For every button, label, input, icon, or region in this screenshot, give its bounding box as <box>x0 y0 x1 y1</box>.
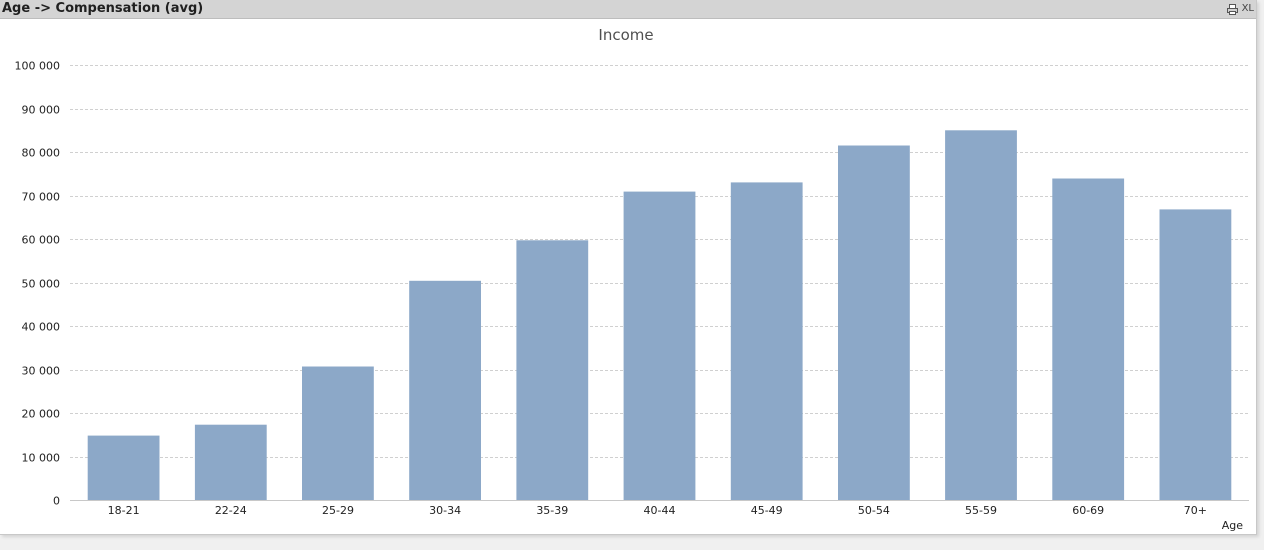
x-tick-label: 55-59 <box>965 504 997 517</box>
bar[interactable] <box>194 424 267 500</box>
bar[interactable] <box>730 182 803 500</box>
x-tick-label: 40-44 <box>644 504 676 517</box>
bars <box>87 130 1232 501</box>
chart-title: Income <box>598 26 653 44</box>
y-tick-label: 70 000 <box>22 191 61 204</box>
x-tick-label: 70+ <box>1184 504 1207 517</box>
bar[interactable] <box>1052 178 1125 501</box>
y-tick-label: 60 000 <box>22 234 61 247</box>
y-tick-label: 80 000 <box>22 147 61 160</box>
bar[interactable] <box>623 191 696 500</box>
print-icon[interactable] <box>1226 3 1238 15</box>
x-tick-label: 30-34 <box>429 504 461 517</box>
x-tick-label: 22-24 <box>215 504 247 517</box>
bar[interactable] <box>409 280 481 500</box>
window-titlebar[interactable]: Age -> Compensation (avg) XL <box>0 0 1256 19</box>
x-tick-label: 25-29 <box>322 504 354 517</box>
window-title: Age -> Compensation (avg) <box>2 1 204 16</box>
bar[interactable] <box>302 366 374 501</box>
chart-window: Age -> Compensation (avg) XL Income 0 10 … <box>0 0 1257 535</box>
x-tick-label: 18-21 <box>108 504 140 517</box>
y-tick-label: 50 000 <box>22 278 61 291</box>
y-tick-label: 90 000 <box>22 104 61 117</box>
y-tick-label: 0 <box>53 495 60 508</box>
bar[interactable] <box>838 145 910 501</box>
y-tick-label: 20 000 <box>22 408 61 421</box>
bar[interactable] <box>87 435 160 500</box>
y-tick-label: 30 000 <box>22 365 61 378</box>
bar[interactable] <box>1159 209 1232 500</box>
bar-chart: Income 0 10 000 20 000 30 000 40 000 50 000 60… <box>15 26 1249 532</box>
x-tick-label: 60-69 <box>1072 504 1104 517</box>
axes: 0 10 000 20 000 30 000 40 000 50 000 60 000 70 … <box>15 60 1249 517</box>
y-tick-label: 10 000 <box>22 452 61 465</box>
x-tick-label: 50-54 <box>858 504 890 517</box>
y-tick-label: 100 000 <box>15 60 61 73</box>
chart-area: Income 0 10 000 20 000 30 000 40 000 50 000 60… <box>0 19 1256 534</box>
x-tick-label: 45-49 <box>751 504 783 517</box>
xl-export-button[interactable]: XL <box>1241 3 1254 14</box>
x-axis-title: Age <box>1222 519 1244 532</box>
bar[interactable] <box>945 130 1017 501</box>
bar[interactable] <box>516 240 589 501</box>
window-actions: XL <box>1226 2 1254 16</box>
y-tick-label: 40 000 <box>22 321 61 334</box>
x-tick-label: 35-39 <box>536 504 568 517</box>
